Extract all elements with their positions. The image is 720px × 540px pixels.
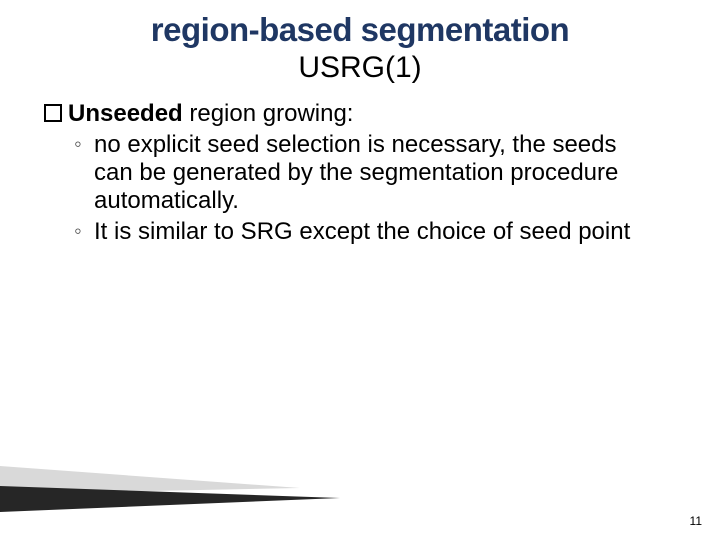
lead-rest: region growing:	[183, 100, 354, 127]
page-number: 11	[690, 514, 702, 528]
corner-decoration	[0, 454, 360, 514]
slide-title: region-based segmentation	[0, 12, 720, 48]
slide-subtitle: USRG(1)	[0, 50, 720, 86]
slide: region-based segmentation USRG(1) Unseed…	[0, 0, 720, 540]
deco-lower	[0, 486, 340, 512]
body-text: Unseeded region growing: no explicit see…	[0, 86, 720, 246]
lead-bold: Unseeded	[68, 100, 183, 127]
list-item: no explicit seed selection is necessary,…	[74, 131, 660, 216]
bullet-level2-list: no explicit seed selection is necessary,…	[44, 131, 672, 246]
title-block: region-based segmentation USRG(1)	[0, 0, 720, 86]
list-item: It is similar to SRG except the choice o…	[74, 218, 660, 246]
deco-upper	[0, 466, 300, 494]
checkbox-icon	[44, 104, 62, 122]
bullet-level1: Unseeded region growing:	[44, 100, 672, 128]
